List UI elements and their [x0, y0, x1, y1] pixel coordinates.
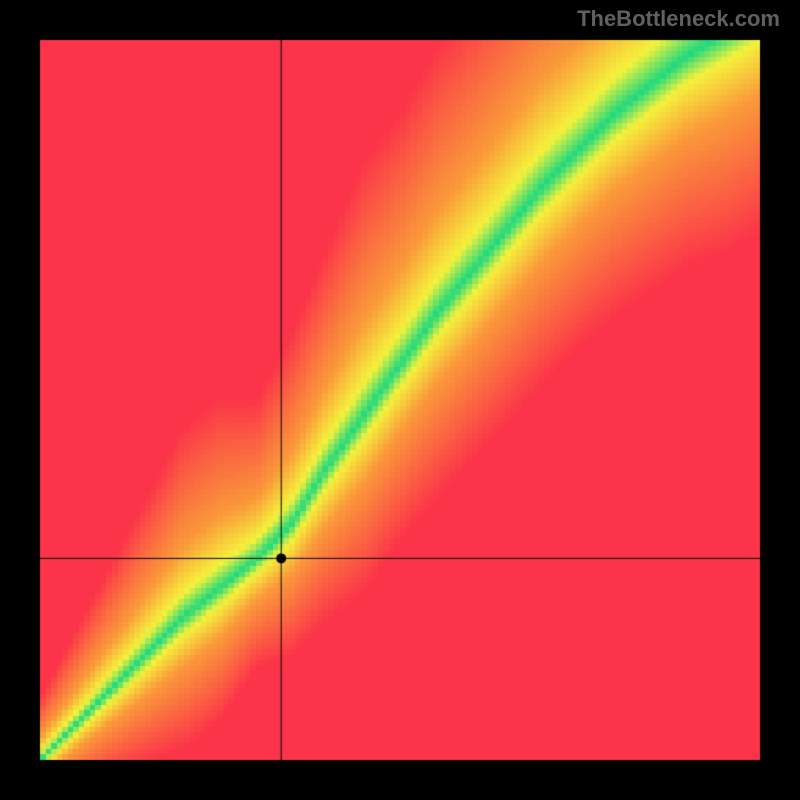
watermark-text: TheBottleneck.com: [577, 6, 780, 32]
bottleneck-heatmap: [0, 0, 800, 800]
chart-container: TheBottleneck.com: [0, 0, 800, 800]
